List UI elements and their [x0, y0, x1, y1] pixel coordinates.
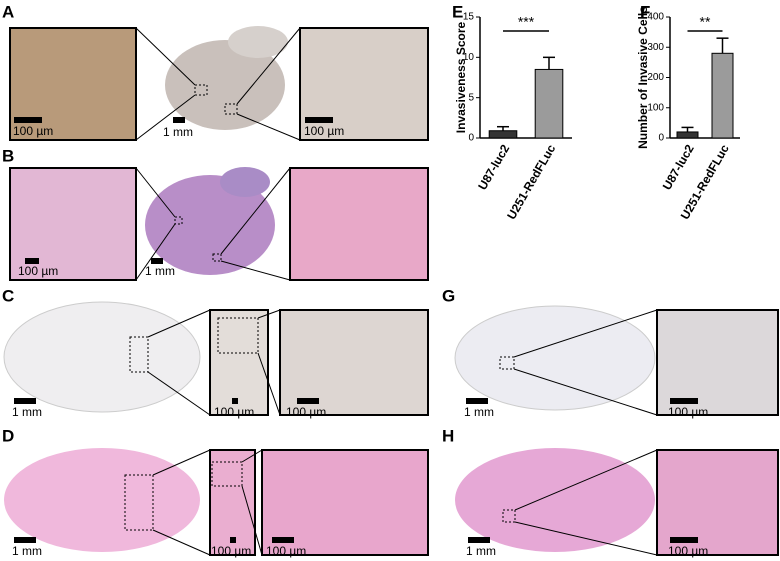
y-tick-label: 15: [463, 12, 475, 23]
zoom-box: [502, 509, 516, 523]
scale-label: 100 µm: [668, 544, 708, 558]
image: [279, 309, 429, 416]
scale-label: 100 µm: [668, 405, 708, 419]
zoom-box: [194, 84, 208, 96]
bar: [534, 68, 564, 139]
scale-label: 100 µm: [13, 124, 53, 138]
zoom-box: [174, 216, 183, 225]
zoom-box: [124, 474, 154, 531]
x-tick-label: U87-luc2: [475, 142, 512, 193]
panel-letter: E: [452, 2, 463, 21]
image: [165, 40, 285, 130]
scale-label: 1 mm: [145, 264, 175, 278]
scale-label: 100 µm: [304, 124, 344, 138]
x-tick-label: U251-RedFLuc: [504, 142, 558, 222]
scale-label: 100 µm: [18, 264, 58, 278]
scale-label: 1 mm: [12, 544, 42, 558]
panel-letter: A: [2, 2, 14, 21]
bar: [676, 131, 699, 139]
scale-label: 1 mm: [466, 544, 496, 558]
panel-letter: C: [2, 286, 14, 305]
zoom-box: [211, 461, 243, 487]
y-tick-label: 200: [647, 72, 664, 83]
scale-label: 1 mm: [12, 405, 42, 419]
panel-letter: H: [442, 426, 454, 445]
panel-letter: D: [2, 426, 14, 445]
zoom-box: [499, 356, 515, 370]
zoom-box: [129, 336, 149, 373]
image: [455, 448, 655, 552]
zoom-box: [217, 317, 259, 354]
bar: [488, 130, 518, 139]
bar: [711, 52, 734, 139]
y-tick-label: 300: [647, 42, 664, 53]
y-tick-label: 0: [468, 133, 474, 144]
image: [145, 175, 275, 275]
image: [454, 305, 656, 411]
image: [228, 26, 288, 58]
y-axis-label: Number of Invasive Cells: [636, 6, 650, 149]
scale-label: 100 µm: [266, 544, 306, 558]
y-tick-label: 100: [647, 102, 664, 113]
panel-letter: F: [640, 2, 650, 21]
panel-letter: B: [2, 146, 14, 165]
image: [220, 167, 270, 197]
y-tick-label: 10: [463, 52, 475, 63]
scale-label: 100 µm: [214, 405, 254, 419]
significance-label: ***: [518, 14, 535, 30]
scale-label: 100 µm: [286, 405, 326, 419]
zoom-box: [212, 253, 222, 262]
significance-label: **: [700, 14, 711, 30]
image: [209, 309, 269, 416]
scale-label: 1 mm: [464, 405, 494, 419]
zoom-box: [224, 103, 238, 115]
image: [4, 448, 200, 552]
image: [3, 301, 201, 413]
panel-letter: G: [442, 286, 455, 305]
x-tick-label: U87-luc2: [660, 142, 697, 193]
scale-label: 1 mm: [163, 125, 193, 139]
scale-label: 100 µm: [211, 544, 251, 558]
y-tick-label: 400: [647, 12, 664, 23]
y-tick-label: 5: [468, 92, 474, 103]
y-axis-label: Invasiveness Score: [454, 21, 468, 133]
image: [656, 309, 779, 416]
y-tick-label: 0: [658, 133, 664, 144]
image: [289, 167, 429, 281]
